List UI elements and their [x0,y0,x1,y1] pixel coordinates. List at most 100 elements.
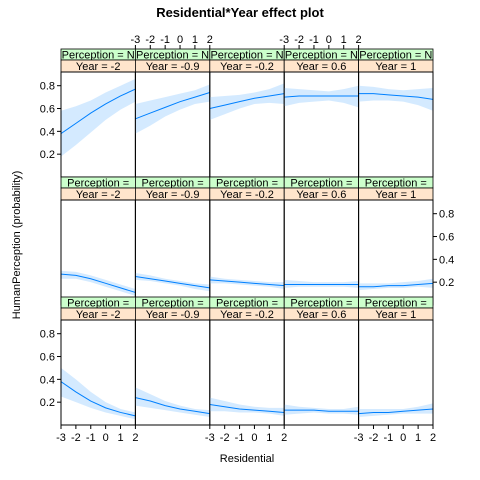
perception-strip-label: Perception = [365,298,427,310]
y-tick-label: 0.8 [40,81,55,93]
x-tick-label: 1 [192,34,198,46]
x-tick-label: -2 [220,432,230,444]
confidence-band [61,270,136,296]
perception-strip-label-group: Perception = [365,298,427,310]
effect-line [209,93,285,110]
year-strip-label: Year = -0.2 [220,61,274,73]
perception-strip-label-group: Perception = N [136,50,209,62]
effect-line [358,408,434,415]
confidence-band [284,279,359,288]
panel: Perception = Year = 0.6 [283,176,360,306]
year-strip-label: Year = -2 [76,61,121,73]
confidence-band [209,83,285,120]
x-tick-label: 0 [251,432,257,444]
panel-data [284,404,359,415]
year-strip-label: Year = -0.9 [146,189,200,201]
year-strip-label: Year = -2 [76,309,121,321]
perception-strip-label: Perception = N [136,50,209,62]
x-tick-label: -1 [86,432,96,444]
perception-strip-label: Perception = [216,298,278,310]
perception-strip-label-group: Perception = [365,178,427,190]
panel-data [358,85,434,111]
perception-strip-label-group: Perception = [290,298,352,310]
x-axis-label: Residential [220,453,274,465]
x-tick-label: -2 [145,34,155,46]
x-tick-label: 0 [326,34,332,46]
x-tick-label: -1 [309,34,319,46]
x-tick-label: -3 [354,432,364,444]
panel: Perception = Year = 0.6 [283,296,360,426]
x-tick-label: 2 [207,34,213,46]
perception-strip-label: Perception = [142,178,204,190]
perception-strip-label: Perception = N [285,50,358,62]
perception-strip-label-group: Perception = [216,178,278,190]
effect-line [61,381,136,417]
panel-data [284,85,359,108]
effect-line [284,409,359,412]
x-tick-label: -2 [369,432,379,444]
panel-data [135,387,210,418]
perception-strip-label: Perception = [67,178,129,190]
y-tick-label: 0.2 [40,149,55,161]
confidence-band [358,85,433,111]
effect-line [61,273,136,293]
confidence-band [358,278,433,291]
perception-strip-label-group: Perception = N [285,50,358,62]
panel: Perception = Year = -0.2 -3 -2 -1 0 1 2 [205,296,287,444]
x-tick-label: -1 [383,432,393,444]
panel-data [135,273,210,292]
x-tick-label: 2 [132,432,138,444]
x-tick-label: -3 [56,432,66,444]
perception-strip-label: Perception = [365,178,427,190]
confidence-band [284,404,359,415]
perception-strip-label: Perception = N [210,50,283,62]
perception-strip-label-group: Perception = [216,298,278,310]
year-strip-label: Year = -0.9 [146,61,200,73]
x-tick-label: -2 [71,432,81,444]
y-tick-label: 0.4 [40,126,55,138]
year-strip-label: Year = 0.6 [296,309,346,321]
panel: Perception = Year = -0.9 [134,176,211,306]
x-tick-label: 1 [415,432,421,444]
panel-data [284,279,359,288]
confidence-band [358,403,433,418]
x-tick-label: 0 [103,432,109,444]
perception-strip-label-group: Perception = [142,178,204,190]
panel-data [61,270,136,296]
effect-line [135,275,210,289]
x-tick-label: 0 [177,34,183,46]
y-tick-label: 0.6 [40,352,55,364]
x-tick-label: 1 [117,432,123,444]
panel-data [209,276,285,290]
perception-strip-label-group: Perception = [67,298,129,310]
panel-row: Perception = Year = -2-3 -2 -1 0 1 20.20.40.6… [40,296,436,444]
confidence-band [135,387,210,418]
perception-strip-label: Perception = N [359,50,432,62]
perception-strip-label: Perception = [67,298,129,310]
year-strip-label: Year = 1 [375,61,416,73]
perception-strip-label: Perception = [290,298,352,310]
perception-strip-label-group: Perception = [142,298,204,310]
y-tick-label: 0.8 [439,209,454,221]
perception-strip-label-group: Perception = N [62,50,135,61]
perception-strip-label: Perception = [142,298,204,310]
x-tick-label: -2 [294,34,304,46]
year-strip-label: Year = -2 [76,189,121,201]
year-strip-label: Year = -0.9 [146,309,200,321]
confidence-band [284,85,359,108]
effect-line [284,95,359,98]
year-strip-label: Year = -0.2 [220,189,274,201]
perception-strip-label: Perception = [216,178,278,190]
x-tick-label: -1 [235,432,245,444]
y-tick-label: 0.6 [40,104,55,116]
x-tick-label: 1 [341,34,347,46]
year-strip-label: Year = 1 [375,189,416,201]
year-strip-label: Year = -0.2 [220,309,274,321]
panel: Perception = Year = 1 -3 -2 -1 0 1 2 [354,296,436,444]
x-tick-label: 2 [281,432,287,444]
